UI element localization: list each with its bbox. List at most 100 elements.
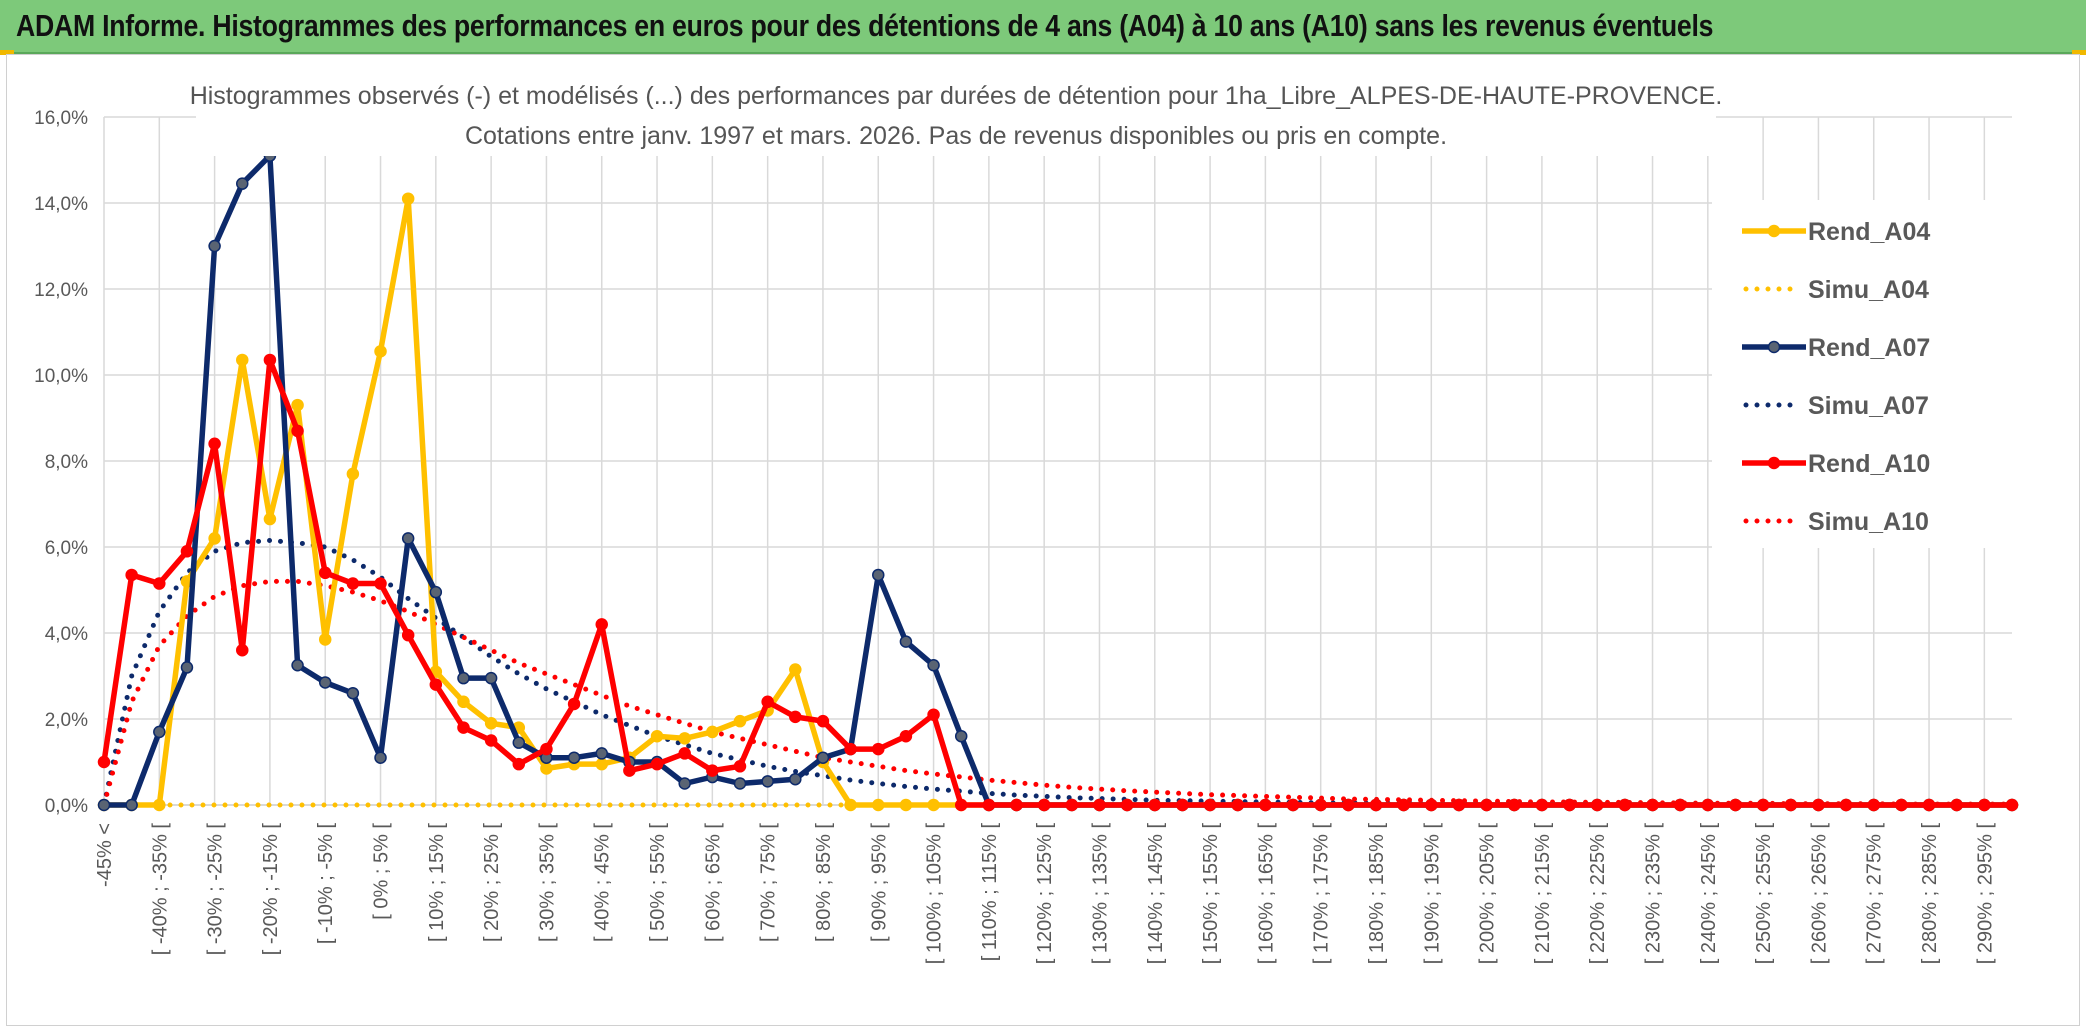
x-tick-label: [ 290% ; 295% [ xyxy=(1974,823,1996,965)
data-point-rend-a10 xyxy=(1839,798,1853,812)
data-point-rend-a10 xyxy=(236,643,249,657)
data-point-rend-a04 xyxy=(346,467,360,481)
x-tick-label: [ 120% ; 125% [ xyxy=(1034,823,1056,965)
x-tick-label: [ 80% ; 85% [ xyxy=(813,823,835,942)
data-point-rend-a10 xyxy=(1508,798,1521,812)
legend-background xyxy=(1712,200,2012,548)
data-point-rend-a10 xyxy=(1895,798,1908,812)
data-point-rend-a10 xyxy=(899,729,913,743)
data-point-rend-a10 xyxy=(678,747,691,760)
series-layer xyxy=(97,149,2019,812)
x-tick-label: [ 110% ; 115% [ xyxy=(979,823,1001,962)
data-point-rend-a10 xyxy=(540,742,553,756)
data-point-rend-a10 xyxy=(706,764,719,777)
data-point-rend-a10 xyxy=(1259,798,1272,812)
data-point-rend-a07 xyxy=(291,659,304,672)
data-point-rend-a10 xyxy=(97,755,111,769)
data-point-rend-a07 xyxy=(484,671,498,685)
data-point-rend-a07 xyxy=(429,585,443,599)
data-point-rend-a10 xyxy=(2005,798,2019,812)
corner-accent xyxy=(0,50,14,55)
data-point-rend-a10 xyxy=(457,721,470,734)
y-tick-label: 12,0% xyxy=(34,280,88,301)
data-point-rend-a10 xyxy=(623,764,636,777)
data-point-rend-a04 xyxy=(540,762,553,775)
data-point-rend-a10 xyxy=(1978,798,1991,812)
x-tick-label: [ -40% ; -35% [ xyxy=(149,823,171,956)
legend-label-simu-a10: Simu_A10 xyxy=(1808,508,1929,536)
data-point-rend-a10 xyxy=(1203,798,1217,812)
data-point-rend-a04 xyxy=(872,798,885,812)
x-tick-label: [ 240% ; 245% [ xyxy=(1698,823,1720,965)
data-point-rend-a10 xyxy=(180,545,194,558)
data-point-rend-a07 xyxy=(789,772,802,786)
data-point-rend-a10 xyxy=(1120,798,1134,812)
data-point-rend-a10 xyxy=(1701,798,1715,812)
data-point-rend-a07 xyxy=(954,729,968,743)
chart-frame xyxy=(6,54,2080,1026)
legend-marker-rend-a07 xyxy=(1767,340,1781,354)
series-line-rend-a10 xyxy=(101,357,2012,808)
x-tick-label: [ 40% ; 45% [ xyxy=(592,823,614,942)
data-point-rend-a10 xyxy=(374,577,387,590)
x-tick-label: [ 180% ; 185% [ xyxy=(1366,823,1388,965)
data-point-rend-a10 xyxy=(1342,798,1355,812)
y-tick-label: 16,0% xyxy=(34,108,88,129)
data-point-rend-a10 xyxy=(595,618,608,631)
data-point-rend-a07 xyxy=(567,751,581,764)
x-tick-label: [ 210% ; 215% [ xyxy=(1532,823,1554,965)
data-point-rend-a07 xyxy=(125,798,138,812)
chart-subtitle: Cotations entre janv. 1997 et mars. 2026… xyxy=(465,122,1447,150)
data-point-rend-a04 xyxy=(263,512,277,526)
data-point-rend-a10 xyxy=(1673,798,1687,812)
legend-label-simu-a04: Simu_A04 xyxy=(1808,276,1929,304)
data-point-rend-a07 xyxy=(153,725,166,739)
data-point-rend-a07 xyxy=(180,661,194,674)
data-point-rend-a04 xyxy=(401,192,415,205)
x-tick-label: [ -20% ; -15% [ xyxy=(260,823,282,956)
y-tick-label: 6,0% xyxy=(45,538,88,559)
data-point-rend-a10 xyxy=(291,424,304,438)
data-point-rend-a10 xyxy=(1563,798,1576,812)
data-point-rend-a10 xyxy=(1037,798,1051,812)
data-point-rend-a10 xyxy=(1065,798,1079,812)
legend-label-rend-a07: Rend_A07 xyxy=(1808,334,1930,362)
data-point-rend-a07 xyxy=(816,751,830,764)
data-point-rend-a04 xyxy=(899,798,913,812)
data-point-rend-a04 xyxy=(789,663,802,676)
chart-title-group: Histogrammes observés (-) et modélisés (… xyxy=(190,78,1722,156)
data-point-rend-a10 xyxy=(733,760,747,773)
data-point-rend-a10 xyxy=(1646,798,1659,812)
data-point-rend-a04 xyxy=(457,695,470,709)
data-point-rend-a10 xyxy=(318,566,332,580)
x-tick-label: [ -10% ; -5% [ xyxy=(315,823,337,945)
x-tick-label: [ 250% ; 255% [ xyxy=(1753,823,1775,965)
x-tick-label: [ 200% ; 205% [ xyxy=(1477,823,1499,965)
data-point-rend-a10 xyxy=(484,734,498,747)
data-point-rend-a10 xyxy=(761,695,774,709)
legend-label-simu-a07: Simu_A07 xyxy=(1808,392,1929,420)
x-tick-label: [ 20% ; 25% [ xyxy=(481,823,503,942)
data-point-rend-a04 xyxy=(650,729,664,743)
data-point-rend-a10 xyxy=(1867,798,1880,812)
data-point-rend-a10 xyxy=(429,678,443,691)
x-tick-label: [ 140% ; 145% [ xyxy=(1145,823,1167,965)
y-tick-label: 4,0% xyxy=(45,624,88,645)
data-point-rend-a04 xyxy=(236,353,249,367)
data-point-rend-a10 xyxy=(982,798,996,812)
data-point-rend-a04 xyxy=(374,345,387,358)
data-point-rend-a10 xyxy=(1369,798,1383,812)
data-point-rend-a10 xyxy=(1480,798,1493,812)
data-point-rend-a04 xyxy=(208,532,221,545)
x-tick-label: [ 170% ; 175% [ xyxy=(1311,823,1333,965)
data-point-rend-a10 xyxy=(872,742,885,756)
data-point-rend-a07 xyxy=(318,676,332,689)
x-tick-label: [ 90% ; 95% [ xyxy=(868,823,890,942)
y-tick-label: 14,0% xyxy=(34,194,88,215)
data-point-rend-a07 xyxy=(401,532,415,545)
legend-label-rend-a10: Rend_A10 xyxy=(1808,450,1930,478)
data-point-rend-a07 xyxy=(346,686,360,700)
data-point-rend-a04 xyxy=(318,633,332,646)
x-tick-label: [ 70% ; 75% [ xyxy=(758,823,780,942)
data-point-rend-a10 xyxy=(401,628,415,642)
